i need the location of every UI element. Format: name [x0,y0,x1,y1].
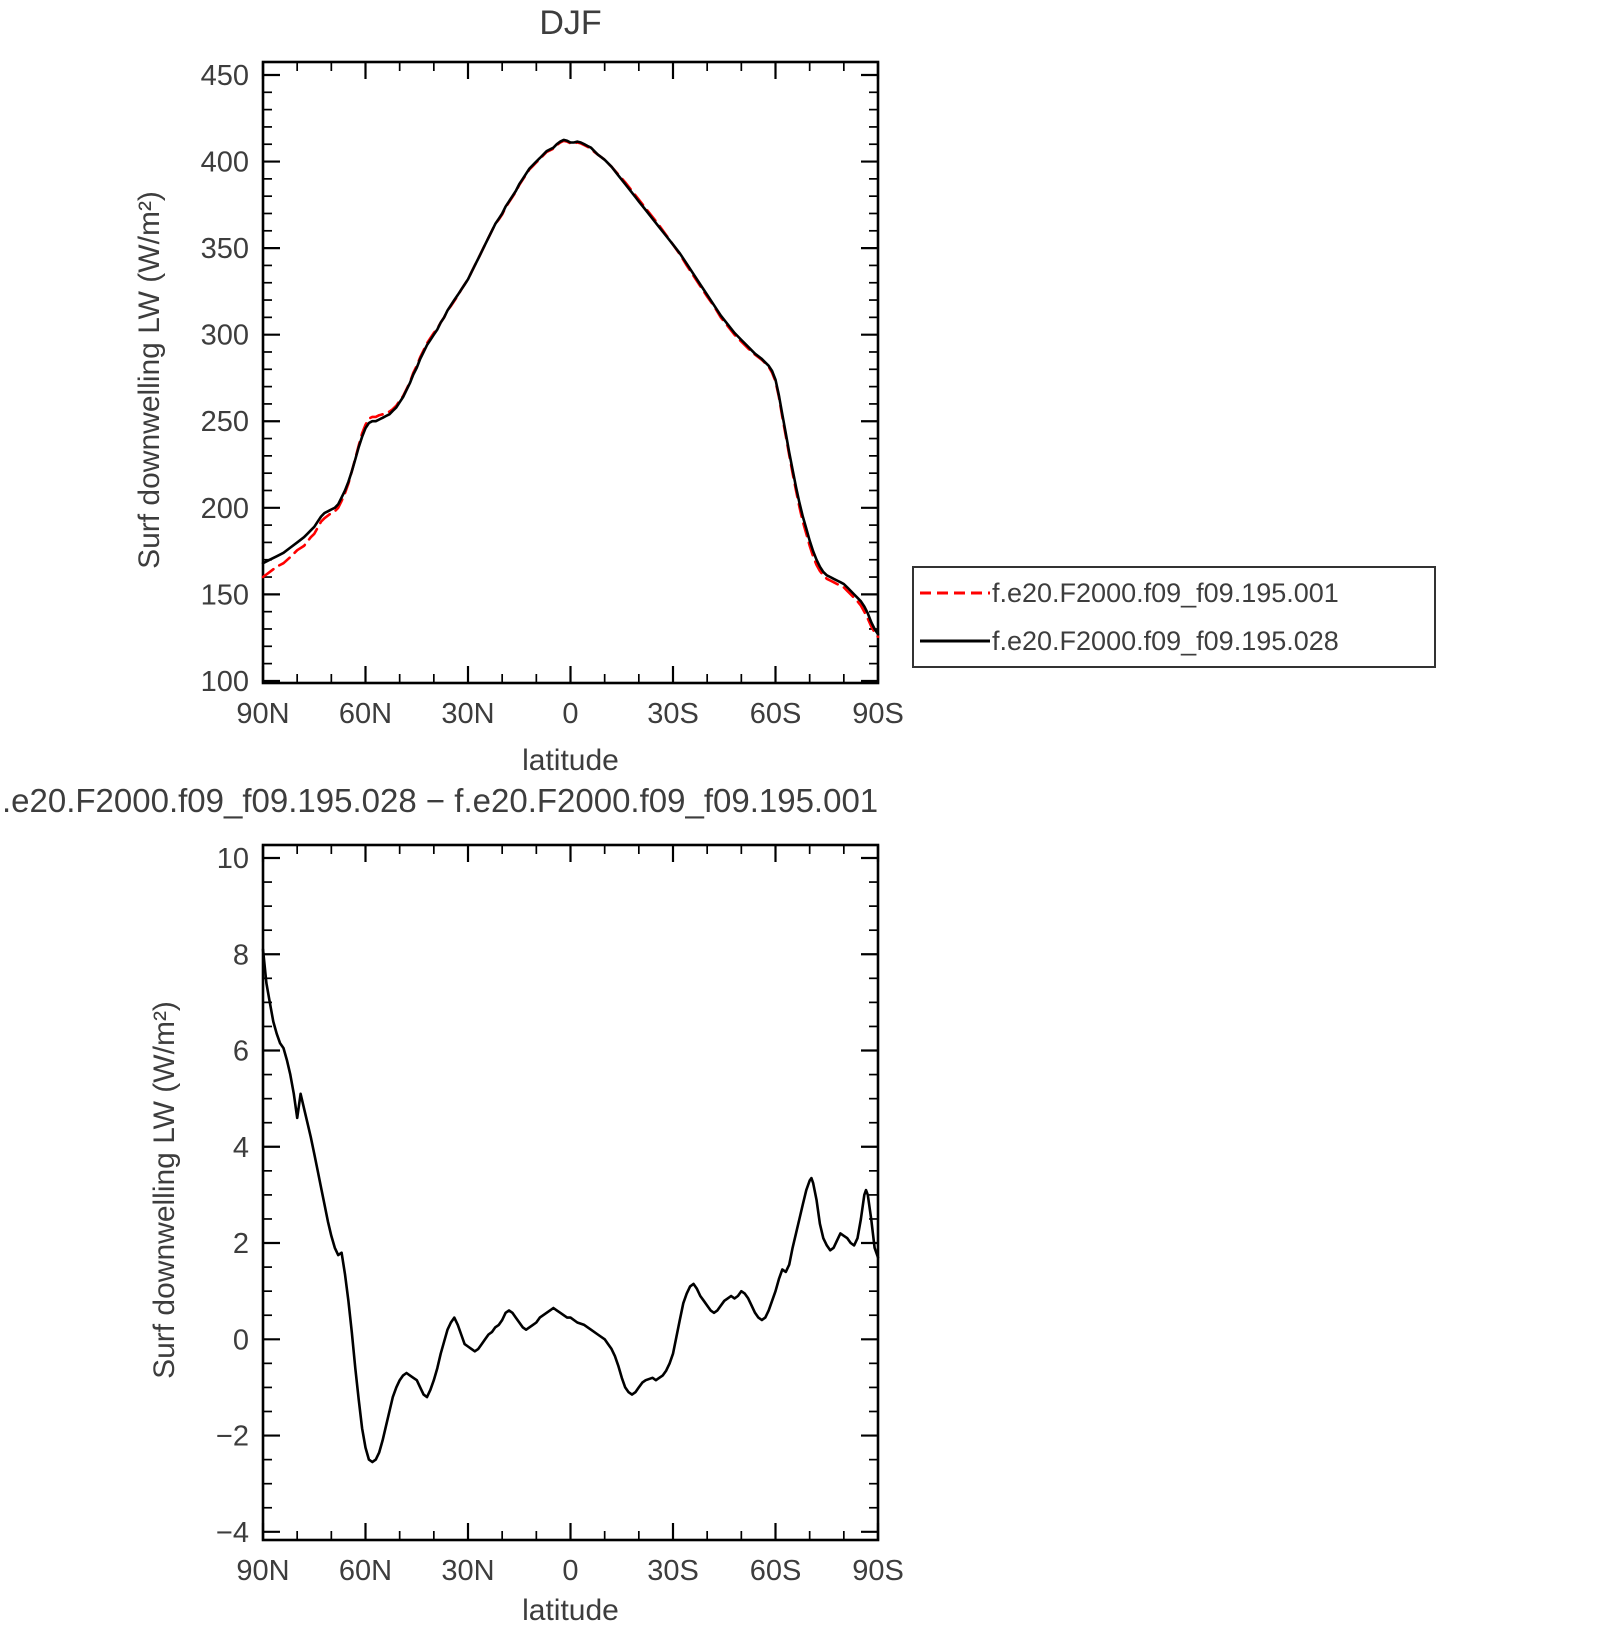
x-tick-label: 90N [236,698,289,730]
top-x-axis-label: latitude [522,744,619,777]
y-tick-label: 350 [201,233,249,265]
x-tick-label: 60N [339,698,392,730]
tick-labels: 90N 60N 30N 0 30S 60S 90S 100 150 200 250 300 350 400… [201,60,904,730]
x-tick-label: 0 [562,698,578,730]
bottom-y-axis-label: Surf downwelling LW (W/m²) [148,1001,181,1379]
top-chart-title: DJF [539,4,602,42]
y-tick-label: 4 [233,1132,249,1164]
x-tick-label: 30S [647,1555,699,1587]
y-tick-label: 400 [201,147,249,179]
x-tick-label: 60S [750,1555,802,1587]
y-tick-label: 200 [201,493,249,525]
y-tick-label: 10 [217,843,249,875]
black-solid-line-sample-icon [920,639,990,643]
x-tick-label: 30N [441,1555,494,1587]
legend-entry-run-028: f.e20.F2000.f09_f09.195.028 [914,617,1434,665]
tick-labels: 90N 60N 30N 0 30S 60S 90S −4 −2 0 2 4 6 8 10 [216,843,904,1587]
top-y-axis-label: Surf downwelling LW (W/m²) [133,191,166,569]
legend-label-run-001: f.e20.F2000.f09_f09.195.001 [992,577,1339,608]
red-dashed-line-sample-icon [920,591,990,595]
bottom-chart: 90N 60N 30N 0 30S 60S 90S −4 −2 0 2 4 6 8 10 [216,843,904,1587]
series-line-f.e20.F2000.f09_f09.195.001 [261,139,880,639]
y-tick-label: −2 [216,1421,249,1453]
x-tick-label: 60S [750,698,802,730]
y-tick-label: 2 [233,1228,249,1260]
y-tick-label: 100 [201,666,249,698]
x-tick-label: 30S [647,698,699,730]
x-tick-label: 30N [441,698,494,730]
series-line-0 [261,948,880,1464]
y-tick-label: 150 [201,579,249,611]
y-tick-label: 0 [233,1324,249,1356]
series-line-f.e20.F2000.f09_f09.195.028 [261,138,880,636]
bottom-chart-title: .e20.F2000.f09_f09.195.028 − f.e20.F2000… [2,782,879,819]
x-tick-label: 90S [852,1555,904,1587]
x-tick-label: 90N [236,1555,289,1587]
legend: f.e20.F2000.f09_f09.195.001 f.e20.F2000.… [912,566,1436,668]
plot-frame [261,60,880,685]
y-tick-label: −4 [216,1517,249,1549]
top-chart: 90N 60N 30N 0 30S 60S 90S 100 150 200 250 300 350 400… [201,60,904,730]
y-tick-label: 250 [201,406,249,438]
x-tick-label: 0 [562,1555,578,1587]
y-tick-label: 8 [233,939,249,971]
axis-ticks [261,62,880,683]
bottom-x-axis-label: latitude [522,1594,619,1627]
legend-entry-run-001: f.e20.F2000.f09_f09.195.001 [914,569,1434,617]
legend-label-run-028: f.e20.F2000.f09_f09.195.028 [992,625,1339,656]
y-tick-label: 6 [233,1036,249,1068]
plot-frame [261,843,880,1542]
y-tick-label: 450 [201,60,249,92]
y-tick-label: 300 [201,320,249,352]
x-tick-label: 90S [852,698,904,730]
x-tick-label: 60N [339,1555,392,1587]
axis-ticks [261,845,880,1540]
